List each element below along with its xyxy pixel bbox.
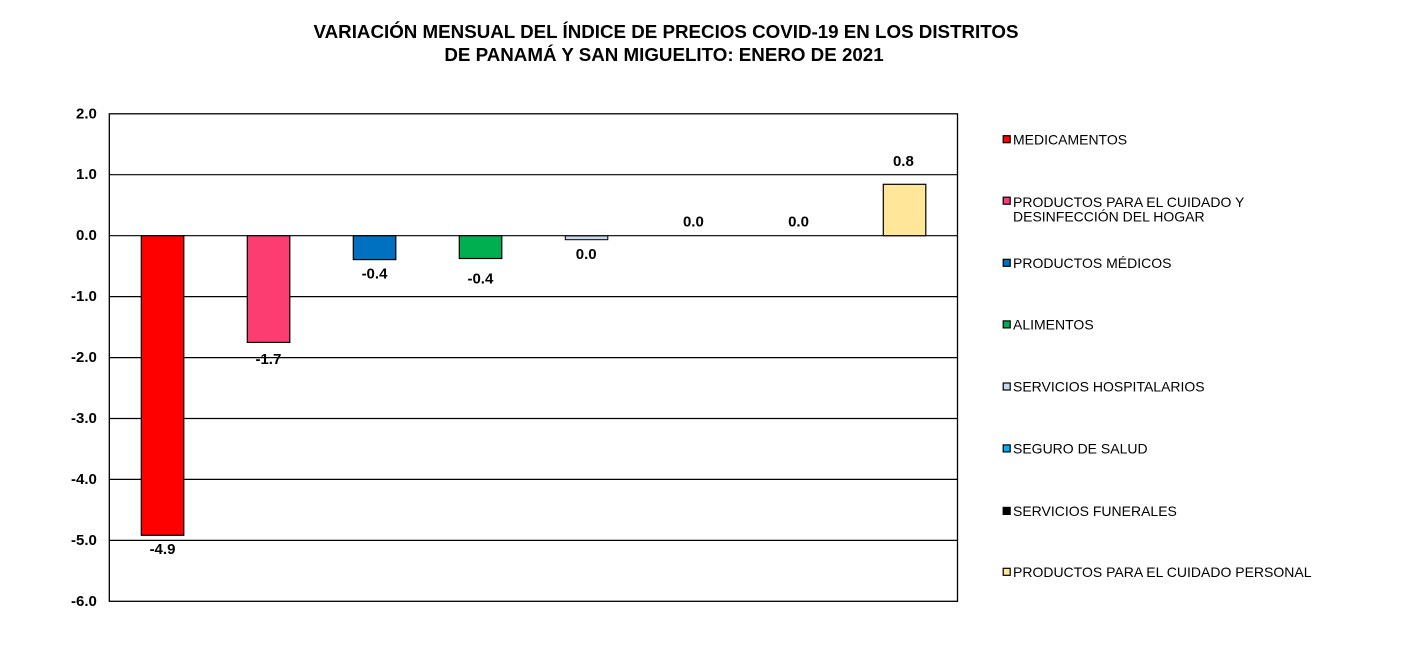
svg-text:VARIACIÓN MENSUAL DEL ÍNDICE D: VARIACIÓN MENSUAL DEL ÍNDICE DE PRECIOS … [314,21,1019,42]
svg-text:-2.0: -2.0 [71,349,97,366]
svg-text:-1.7: -1.7 [255,351,281,368]
svg-text:-4.0: -4.0 [71,471,97,488]
svg-text:PRODUCTOS PARA EL CUIDADO Y: PRODUCTOS PARA EL CUIDADO Y [1013,194,1245,210]
svg-text:PRODUCTOS PARA EL CUIDADO PERS: PRODUCTOS PARA EL CUIDADO PERSONAL [1013,564,1312,580]
svg-text:DE PANAMÁ Y SAN MIGUELITO: ENE: DE PANAMÁ Y SAN MIGUELITO: ENERO DE 2021 [444,44,883,65]
svg-text:0.0: 0.0 [788,214,809,231]
svg-text:SEGURO DE SALUD: SEGURO DE SALUD [1013,441,1148,457]
svg-text:0.8: 0.8 [893,153,914,170]
svg-text:-3.0: -3.0 [71,410,97,427]
svg-text:-0.4: -0.4 [467,271,494,288]
svg-text:PRODUCTOS MÉDICOS: PRODUCTOS MÉDICOS [1013,255,1171,271]
svg-text:DESINFECCIÓN DEL HOGAR: DESINFECCIÓN DEL HOGAR [1013,208,1205,224]
svg-text:0.0: 0.0 [576,246,597,263]
svg-text:-6.0: -6.0 [71,593,97,610]
svg-text:MEDICAMENTOS: MEDICAMENTOS [1013,131,1127,147]
svg-text:0.0: 0.0 [683,214,704,231]
svg-text:-0.4: -0.4 [362,265,389,282]
svg-text:1.0: 1.0 [76,166,97,183]
svg-text:SERVICIOS HOSPITALARIOS: SERVICIOS HOSPITALARIOS [1013,379,1205,395]
svg-text:0.0: 0.0 [76,227,97,244]
svg-text:-4.9: -4.9 [150,541,176,558]
svg-text:-5.0: -5.0 [71,532,97,549]
svg-text:2.0: 2.0 [76,105,97,122]
svg-text:SERVICIOS FUNERALES: SERVICIOS FUNERALES [1013,503,1177,519]
svg-text:ALIMENTOS: ALIMENTOS [1013,317,1094,333]
svg-text:-1.0: -1.0 [71,288,97,305]
